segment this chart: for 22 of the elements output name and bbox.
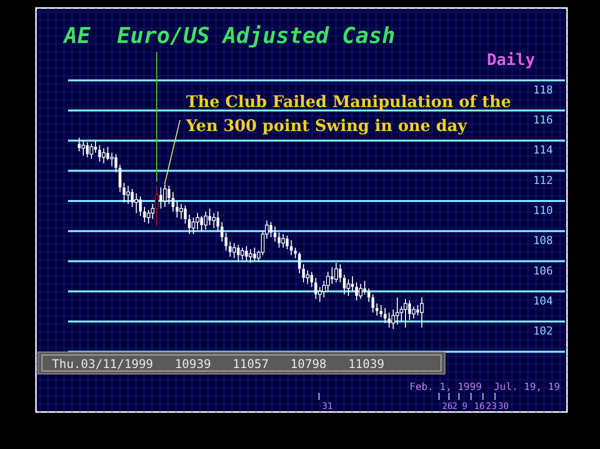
- y-tick-label: 110: [533, 204, 553, 217]
- annotation: Feb. 1, 1999 Jul. 19, 19: [409, 382, 560, 393]
- y-tick-label: 104: [533, 294, 554, 308]
- y-tick-label: 116: [533, 114, 553, 127]
- y-tick-label: 102: [533, 324, 553, 338]
- y-tick-label: 118: [533, 83, 553, 96]
- annotation: The Club Failed Manipulation of the Yen 300 point Swing in one day: [185, 92, 512, 135]
- annotation: 2: [452, 402, 458, 412]
- annotation: 30: [498, 402, 509, 412]
- annotation: 23: [486, 402, 497, 412]
- annotation: 16: [474, 402, 485, 412]
- y-tick-label: 108: [533, 234, 553, 248]
- y-tick-label: 106: [533, 264, 553, 278]
- text: Daily: [486, 50, 536, 69]
- y-tick-label: 112: [533, 174, 553, 187]
- readout-panel: Thu.03/11/1999 10939 11057 10798 11039: [38, 352, 446, 374]
- annotation: 26: [442, 402, 453, 412]
- text: AE Euro/US Adjusted Cash: [62, 24, 396, 49]
- annotation: 9: [462, 402, 468, 412]
- annotation: 31: [322, 402, 333, 412]
- y-tick-label: 114: [533, 144, 554, 157]
- annotation: Thu.03/11/1999 10939 11057 10798 11039: [52, 357, 384, 371]
